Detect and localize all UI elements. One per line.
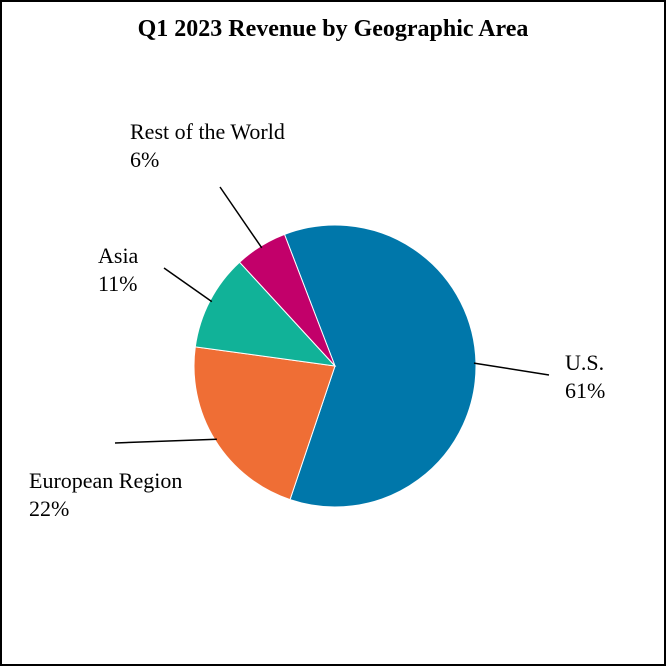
slice-label-value: 11% (98, 271, 138, 296)
slice-label-asia: Asia 11% (98, 242, 138, 298)
leader-line-rest-of-the-world (219, 186, 263, 249)
leader-line-european-region (114, 438, 217, 444)
pie-slice-european-region (193, 346, 336, 501)
slice-label-name: European Region (29, 468, 183, 493)
slice-label-european-region: European Region 22% (29, 467, 182, 523)
slice-label-name: Rest of the World (130, 119, 285, 144)
chart-title: Q1 2023 Revenue by Geographic Area (137, 16, 529, 42)
leader-line-u-s (473, 362, 550, 376)
slice-label-us: U.S. 61% (565, 349, 605, 405)
slice-label-name: Asia (98, 243, 139, 268)
slice-label-value: 6% (130, 147, 160, 172)
slice-label-rest-of-the-world: Rest of the World 6% (130, 118, 285, 174)
slice-label-value: 22% (29, 496, 70, 521)
leader-line-asia (163, 267, 213, 303)
slice-label-name: U.S. (565, 350, 605, 375)
slice-label-value: 61% (565, 378, 606, 403)
